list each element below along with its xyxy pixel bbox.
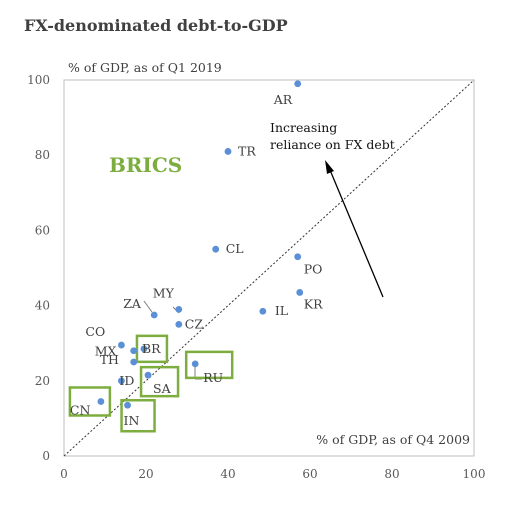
point-my (175, 305, 183, 313)
point-label-th: TH (100, 352, 119, 367)
point-tr (224, 148, 232, 155)
point-label-co: CO (85, 324, 105, 339)
point-il (259, 307, 267, 315)
point-th (130, 358, 138, 366)
y-tick-label: 60 (35, 223, 50, 237)
point-label-ar: AR (273, 92, 293, 107)
y-axis-label: % of GDP, as of Q1 2019 (68, 60, 222, 75)
point-br (140, 345, 148, 353)
y-axis-ticks: 0 20 40 60 80 100 (27, 73, 50, 463)
point-mx (130, 347, 138, 355)
x-tick-label: 40 (220, 467, 235, 481)
point-label-kr: KR (304, 296, 323, 311)
brics-box-cn (68, 386, 112, 417)
point-in (124, 401, 131, 409)
point-label-cz: CZ (185, 316, 204, 331)
y-tick-label: 0 (42, 449, 50, 463)
x-tick-label: 80 (384, 467, 399, 481)
x-tick-label: 20 (138, 467, 153, 481)
point-label-sa: SA (153, 381, 172, 396)
diagonal-reference-line (63, 79, 475, 457)
point-label-il: IL (275, 303, 288, 318)
point-label-in: IN (124, 413, 140, 428)
y-tick-label: 100 (27, 73, 50, 87)
point-label-br: BR (142, 341, 161, 356)
fx-debt-annotation-line-1: Increasing (270, 120, 337, 135)
point-id (118, 377, 125, 385)
x-axis-label: % of GDP, as of Q4 2009 (316, 432, 470, 447)
x-tick-label: 100 (463, 467, 486, 481)
brics-highlight-boxes (68, 334, 234, 433)
point-label-tr: TR (238, 143, 256, 158)
point-co (118, 341, 125, 349)
brics-box-in (120, 398, 156, 433)
brics-box-br (135, 334, 169, 364)
point-sa (144, 371, 152, 379)
point-label-my: MY (153, 285, 175, 300)
point-label-po: PO (304, 262, 323, 277)
point-za (150, 311, 158, 319)
plot-frame (63, 79, 475, 457)
data-points (97, 80, 304, 409)
fx-debt-annotation-line-2: reliance on FX debt (270, 137, 395, 152)
y-tick-label: 80 (35, 148, 50, 162)
point-cz (175, 321, 183, 328)
arrow-head (325, 160, 334, 174)
point-label-cn: CN (70, 402, 91, 417)
point-label-za: ZA (123, 296, 142, 311)
arrow-shaft (329, 169, 384, 298)
point-cn (97, 398, 105, 405)
y-tick-label: 40 (35, 299, 50, 313)
point-cl (212, 245, 220, 253)
point-label-cl: CL (226, 241, 244, 256)
point-po (294, 253, 302, 261)
brics-label: BRICS (109, 153, 182, 177)
x-tick-label: 0 (60, 467, 68, 481)
point-label-mx: MX (95, 344, 117, 359)
brics-box-ru (184, 350, 234, 380)
x-tick-label: 60 (302, 467, 317, 481)
chart-title: FX-denominated debt-to-GDP (24, 16, 288, 35)
point-kr (296, 289, 304, 296)
point-ru (191, 360, 199, 368)
point-label-ru: RU (203, 370, 223, 385)
point-ar (294, 80, 302, 88)
brics-box-sa (139, 365, 180, 398)
y-tick-label: 20 (35, 374, 50, 388)
point-label-id: ID (119, 373, 134, 388)
x-axis-ticks: 0 20 40 60 80 100 (60, 467, 485, 481)
